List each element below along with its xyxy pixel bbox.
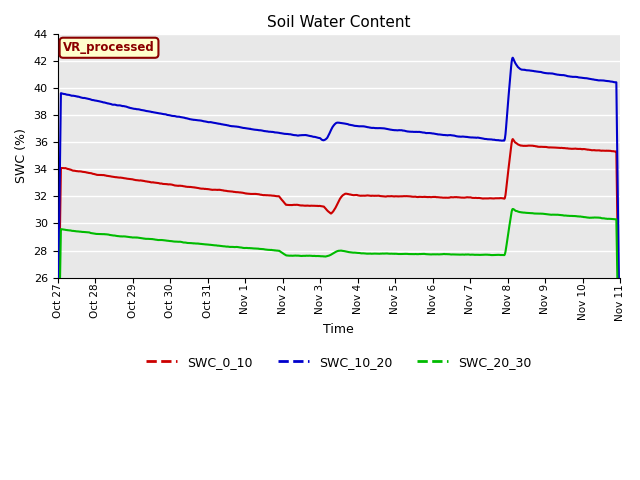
- SWC_0_10: [497, 195, 504, 201]
- Line: SWC_0_10: SWC_0_10: [58, 139, 620, 400]
- SWC_10_20: [600, 78, 608, 84]
- SWC_20_30: [83, 229, 90, 235]
- SWC_10_20: [600, 78, 607, 84]
- SWC_20_30: [509, 206, 516, 212]
- X-axis label: Time: Time: [323, 324, 354, 336]
- SWC_10_20: [312, 134, 320, 140]
- Y-axis label: SWC (%): SWC (%): [15, 128, 28, 183]
- SWC_0_10: [83, 169, 90, 175]
- SWC_20_30: [54, 419, 61, 424]
- SWC_0_10: [312, 203, 320, 209]
- SWC_10_20: [497, 138, 504, 144]
- SWC_0_10: [616, 397, 624, 403]
- SWC_20_30: [312, 253, 320, 259]
- Text: VR_processed: VR_processed: [63, 41, 155, 54]
- SWC_20_30: [600, 216, 607, 221]
- SWC_10_20: [509, 55, 516, 60]
- Line: SWC_10_20: SWC_10_20: [58, 58, 620, 367]
- SWC_0_10: [327, 211, 335, 216]
- SWC_10_20: [327, 127, 335, 133]
- SWC_20_30: [327, 252, 335, 258]
- SWC_0_10: [600, 148, 608, 154]
- SWC_20_30: [497, 252, 504, 258]
- SWC_10_20: [616, 364, 624, 370]
- SWC_0_10: [600, 148, 607, 154]
- Legend: SWC_0_10, SWC_10_20, SWC_20_30: SWC_0_10, SWC_10_20, SWC_20_30: [141, 351, 537, 374]
- SWC_20_30: [600, 216, 608, 221]
- SWC_0_10: [509, 136, 516, 142]
- SWC_10_20: [83, 96, 90, 101]
- SWC_10_20: [54, 348, 61, 353]
- Title: Soil Water Content: Soil Water Content: [267, 15, 410, 30]
- SWC_20_30: [616, 430, 624, 436]
- Line: SWC_20_30: SWC_20_30: [58, 209, 620, 433]
- SWC_0_10: [54, 387, 61, 393]
